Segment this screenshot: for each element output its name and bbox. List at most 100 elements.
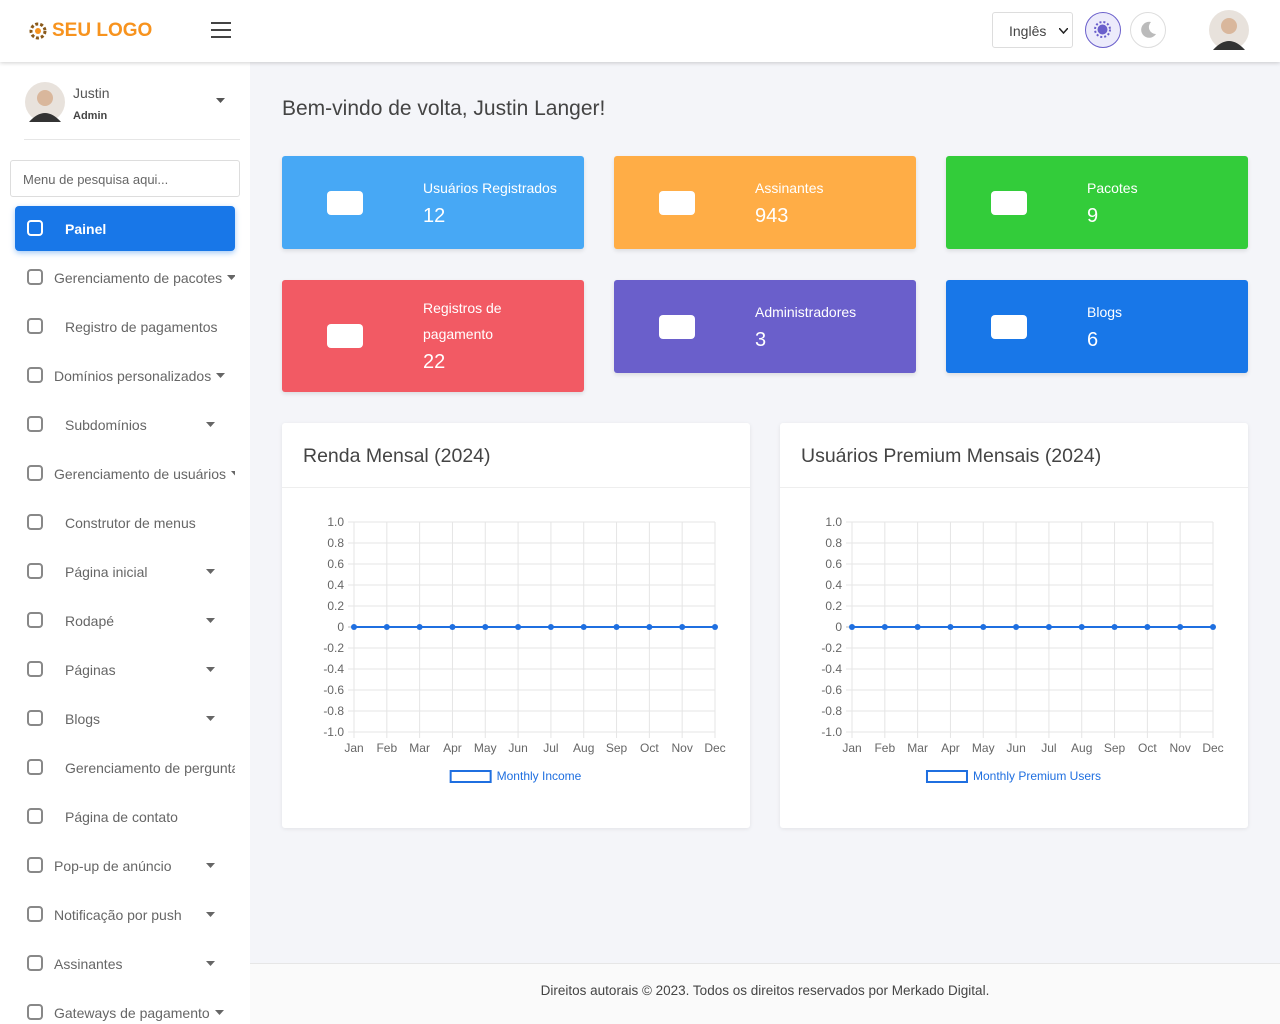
menu-label: Rodapé bbox=[65, 613, 115, 629]
data-point bbox=[613, 624, 620, 630]
arrow-shape bbox=[206, 863, 215, 868]
y-tick-label: 0.4 bbox=[327, 578, 344, 592]
user-role: Admin bbox=[73, 110, 108, 122]
x-tick-label: Apr bbox=[443, 741, 462, 755]
icon-shape bbox=[27, 367, 43, 383]
stat-body: Administradores 3 bbox=[755, 280, 895, 373]
x-tick-label: Mar bbox=[409, 741, 430, 755]
data-point bbox=[515, 624, 522, 630]
select-arrow bbox=[1059, 28, 1068, 34]
stat-card: Administradores 3 bbox=[614, 280, 916, 373]
divider bbox=[282, 487, 750, 488]
icon-shape bbox=[27, 955, 43, 971]
stat-value: 3 bbox=[755, 328, 767, 351]
menu-item[interactable]: Gateways de pagamento bbox=[15, 990, 235, 1024]
stat-icon bbox=[991, 190, 1027, 215]
data-point bbox=[351, 624, 357, 630]
legend-item[interactable]: Monthly Income bbox=[449, 769, 582, 783]
menu-item[interactable]: Registro de pagamentos bbox=[15, 304, 235, 349]
chart-title: Usuários Premium Mensais (2024) bbox=[801, 445, 1102, 467]
data-point bbox=[712, 624, 718, 630]
sun-icon bbox=[1094, 21, 1111, 38]
y-tick-label: -0.2 bbox=[821, 641, 842, 655]
data-point bbox=[881, 624, 888, 630]
menu-item[interactable]: Página de contato bbox=[15, 794, 235, 839]
menu-item[interactable]: Assinantes bbox=[15, 941, 235, 986]
y-tick-label: -0.4 bbox=[821, 662, 842, 676]
stat-label: Pacotes bbox=[1087, 179, 1138, 196]
legend-item[interactable]: Monthly Premium Users bbox=[925, 769, 1101, 783]
menu-label: Página inicial bbox=[65, 564, 148, 580]
menu-item[interactable]: Notificação por push bbox=[15, 892, 235, 937]
chart: -1.0 -0.8 -0.6 -0.4 -0.2 0 0.2 0.4 0.6 0.8 1.0 Jan F… bbox=[323, 515, 726, 783]
stat-card: Blogs 6 bbox=[946, 280, 1248, 373]
x-tick-label: Jul bbox=[543, 741, 558, 755]
menu-icon bbox=[27, 857, 43, 873]
data-point bbox=[449, 624, 456, 630]
menu-item[interactable]: Pop-up de anúncio bbox=[15, 843, 235, 888]
menu-label: Assinantes bbox=[54, 956, 123, 972]
x-tick-label: Dec bbox=[704, 741, 725, 755]
menu-item[interactable]: Domínios personalizados bbox=[15, 353, 235, 398]
stat-body: Blogs 6 bbox=[1087, 280, 1227, 373]
icon-shape bbox=[991, 190, 1027, 215]
menu-icon bbox=[27, 808, 43, 824]
stat-icon bbox=[659, 314, 695, 339]
y-tick-label: -1.0 bbox=[821, 725, 842, 739]
data-point bbox=[1111, 624, 1118, 630]
menu-item[interactable]: Construtor de menus bbox=[15, 500, 235, 545]
menu-item[interactable]: Gerenciamento de usuários bbox=[15, 451, 235, 496]
menu-label: Blogs bbox=[65, 711, 101, 727]
chart: -1.0 -0.8 -0.6 -0.4 -0.2 0 0.2 0.4 0.6 0.8 1.0 Jan F… bbox=[821, 515, 1224, 783]
header-avatar[interactable] bbox=[1209, 10, 1249, 50]
menu-icon bbox=[27, 955, 43, 971]
menu-label: Pop-up de anúncio bbox=[54, 858, 172, 874]
menu-item[interactable]: Gerenciamento de perguntas fr bbox=[15, 745, 235, 790]
x-tick-label: Nov bbox=[1170, 741, 1191, 755]
menu-label: Domínios personalizados bbox=[54, 368, 212, 384]
y-tick-label: 0.2 bbox=[327, 599, 344, 613]
stat-label: Registros de pagamento bbox=[423, 300, 502, 342]
x-tick-label: Sep bbox=[1104, 741, 1126, 755]
menu-item[interactable]: Subdomínios bbox=[15, 402, 235, 447]
x-tick-label: Feb bbox=[874, 741, 895, 755]
arrow-shape bbox=[231, 471, 235, 476]
light-mode-button[interactable] bbox=[1085, 12, 1121, 48]
stat-value: 22 bbox=[423, 351, 446, 373]
icon-shape bbox=[27, 269, 43, 285]
user-caret[interactable] bbox=[216, 98, 225, 104]
menu-label: Construtor de menus bbox=[65, 515, 196, 531]
menu-item[interactable]: Página inicial bbox=[15, 549, 235, 594]
icon-shape bbox=[27, 514, 43, 530]
search-placeholder: Menu de pesquisa aqui... bbox=[23, 172, 169, 187]
menu-item[interactable]: Páginas bbox=[15, 647, 235, 692]
user-name: Justin bbox=[73, 85, 110, 101]
x-tick-label: Jan bbox=[842, 741, 861, 755]
x-tick-label: Jul bbox=[1041, 741, 1056, 755]
stat-value: 6 bbox=[1087, 328, 1099, 351]
icon-shape bbox=[27, 563, 43, 579]
menu-label: Registro de pagamentos bbox=[65, 319, 218, 335]
data-point bbox=[1078, 624, 1085, 630]
icon-shape bbox=[27, 416, 43, 432]
arrow-shape bbox=[206, 422, 215, 427]
menu-label: Gateways de pagamento bbox=[54, 1005, 210, 1021]
language-select[interactable]: Inglês bbox=[992, 12, 1073, 48]
icon-shape bbox=[27, 1004, 43, 1020]
footer: Direitos autorais © 2023. Todos os direi… bbox=[250, 963, 1280, 1024]
menu-item[interactable]: Painel bbox=[15, 206, 235, 251]
submenu-arrow bbox=[206, 716, 215, 721]
moon-icon bbox=[1141, 21, 1156, 38]
menu-item[interactable]: Blogs bbox=[15, 696, 235, 741]
footer-text: Direitos autorais © 2023. Todos os direi… bbox=[540, 983, 990, 998]
menu-search[interactable]: Menu de pesquisa aqui... bbox=[10, 160, 240, 197]
dark-mode-button[interactable] bbox=[1130, 12, 1166, 48]
data-point bbox=[1013, 624, 1020, 630]
y-tick-label: -1.0 bbox=[323, 725, 344, 739]
menu-item[interactable]: Rodapé bbox=[15, 598, 235, 643]
y-tick-label: -0.8 bbox=[323, 704, 344, 718]
menu-icon bbox=[27, 465, 43, 481]
menu-item[interactable]: Gerenciamento de pacotes bbox=[15, 255, 235, 300]
stat-card: Pacotes 9 bbox=[946, 156, 1248, 249]
menu-toggle[interactable] bbox=[210, 21, 232, 39]
